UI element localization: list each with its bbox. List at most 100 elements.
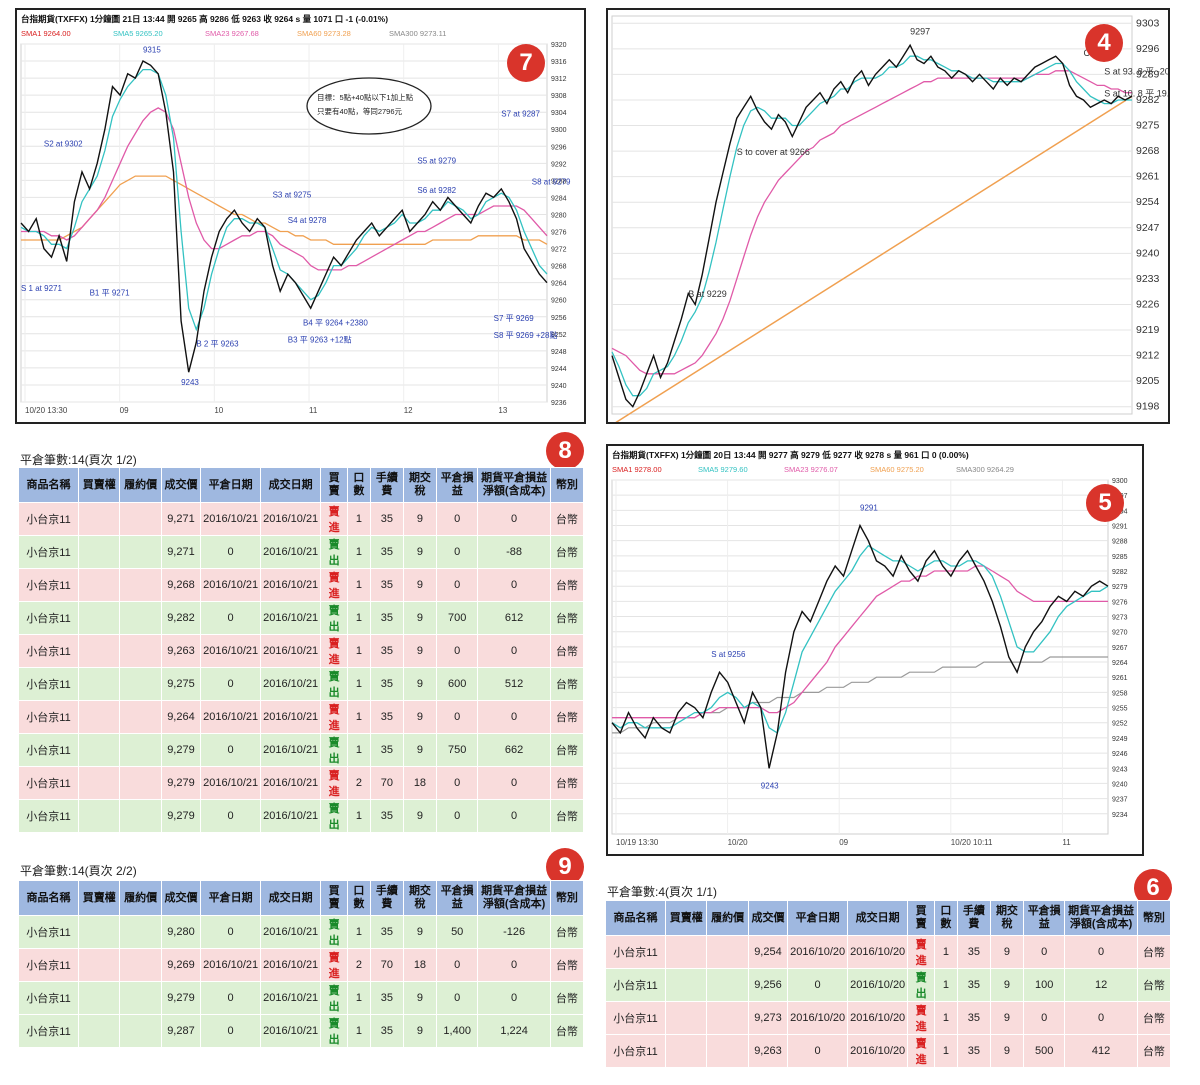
table-cell: 1 bbox=[347, 502, 371, 536]
table-cell: 662 bbox=[477, 733, 551, 767]
table-cell: 1 bbox=[934, 1001, 958, 1035]
table-cell bbox=[119, 568, 162, 602]
table-row: 小台京11 9,279 2016/10/21 2016/10/21 賣進 2 70 18 0 0 台… bbox=[17, 766, 585, 800]
table-cell: 9,263 bbox=[747, 1034, 789, 1068]
annotation-label: S to cover at 9266 bbox=[737, 147, 810, 157]
table-cell: 35 bbox=[369, 634, 404, 668]
column-header: 履約價 bbox=[119, 880, 162, 916]
table-row: 小台京11 9,287 0 2016/10/21 賣出 1 35 9 1,400 1,224 台幣 bbox=[17, 1014, 585, 1048]
table-cell: 750 bbox=[435, 733, 479, 767]
ma-legend-entry: SMA5 9279.60 bbox=[698, 465, 748, 474]
table-cell: 賣出 bbox=[320, 601, 349, 635]
column-header: 成交日期 bbox=[847, 900, 909, 936]
table-cell: 9 bbox=[402, 733, 438, 767]
ma-legend-entry: SMA5 9265.20 bbox=[113, 29, 163, 38]
y-tick-label: 9289 bbox=[1136, 68, 1160, 80]
table-cell: 台幣 bbox=[1136, 935, 1172, 969]
column-header: 成交日期 bbox=[260, 880, 322, 916]
table-cell bbox=[78, 601, 121, 635]
table-cell: 0 bbox=[435, 700, 479, 734]
table-cell: 35 bbox=[369, 502, 404, 536]
table-cell bbox=[78, 981, 121, 1015]
y-tick-label: 9234 bbox=[1112, 812, 1128, 819]
table-cell: 412 bbox=[1064, 1034, 1138, 1068]
y-tick-label: 9304 bbox=[551, 110, 567, 117]
table-cell: 2016/10/21 bbox=[260, 535, 322, 569]
table-cell: 台幣 bbox=[549, 766, 585, 800]
y-tick-label: 9240 bbox=[1112, 781, 1128, 788]
table-cell bbox=[119, 981, 162, 1015]
table-cell bbox=[78, 667, 121, 701]
y-tick-label: 9303 bbox=[1136, 17, 1160, 29]
table-cell: 0 bbox=[435, 981, 479, 1015]
table-cell: 賣出 bbox=[320, 733, 349, 767]
y-tick-label: 9308 bbox=[551, 93, 567, 100]
table-cell: 賣進 bbox=[907, 1034, 936, 1068]
y-tick-label: 9292 bbox=[551, 161, 567, 168]
ma-legend-entry: SMA60 9273.28 bbox=[297, 29, 351, 38]
table-row: 小台京11 9,264 2016/10/21 2016/10/21 賣進 1 35 9 0 0 台幣 bbox=[17, 700, 585, 734]
table-row: 小台京11 9,280 0 2016/10/21 賣出 1 35 9 50 -126 台幣 bbox=[17, 915, 585, 949]
table-cell: 2016/10/20 bbox=[847, 935, 909, 969]
table-cell: 0 bbox=[477, 502, 551, 536]
price-line bbox=[611, 523, 1109, 769]
table-cell: 台幣 bbox=[549, 948, 585, 982]
annotation-label: S at 9256 bbox=[711, 650, 746, 659]
table-cell: 2016/10/21 bbox=[260, 700, 322, 734]
column-header: 買賣權 bbox=[78, 880, 121, 916]
ma-fast-line bbox=[611, 544, 1109, 734]
table-cell: 賣進 bbox=[320, 700, 349, 734]
table-cell bbox=[78, 502, 121, 536]
y-tick-label: 9291 bbox=[1112, 524, 1128, 531]
column-header: 幣別 bbox=[1136, 900, 1172, 936]
table-cell: 35 bbox=[369, 700, 404, 734]
table-cell: 小台京11 bbox=[17, 535, 80, 569]
y-tick-label: 9256 bbox=[551, 315, 567, 322]
ma-mid-line bbox=[21, 107, 548, 271]
table-row: 小台京11 9,282 0 2016/10/21 賣出 1 35 9 700 612 台幣 bbox=[17, 601, 585, 635]
column-header: 口數 bbox=[934, 900, 958, 936]
table-row: 小台京11 9,279 0 2016/10/21 賣出 1 35 9 750 662 台幣 bbox=[17, 733, 585, 767]
table-cell: 35 bbox=[956, 1034, 991, 1068]
annotation-label: S2 at 9302 bbox=[44, 139, 83, 148]
table-cell: 0 bbox=[477, 981, 551, 1015]
y-tick-label: 9273 bbox=[1112, 615, 1128, 622]
chart-4-svg: 9303 9296 9289 9282 9275 9268 9261 9254 9247 9240… bbox=[611, 15, 1168, 422]
y-tick-label: 9244 bbox=[551, 366, 567, 373]
annotation-label: B1 平 9271 bbox=[90, 288, 131, 297]
table-cell bbox=[119, 915, 162, 949]
ma-legend-entry: SMA23 9267.68 bbox=[205, 29, 259, 38]
table-cell: 2016/10/21 bbox=[260, 799, 322, 833]
chart-panel-5: 台指期貨(TXFFX) 1分鐘圖 20日 13:44 開 9277 高 9279… bbox=[606, 444, 1144, 856]
table-cell: 1 bbox=[934, 935, 958, 969]
x-tick-label: 09 bbox=[839, 838, 848, 847]
table-cell: 9,279 bbox=[160, 981, 202, 1015]
ma-slow-line bbox=[21, 175, 548, 245]
column-header: 成交價 bbox=[747, 900, 789, 936]
y-tick-label: 9267 bbox=[1112, 645, 1128, 652]
table-cell: 小台京11 bbox=[17, 568, 80, 602]
price-line bbox=[20, 60, 548, 373]
table-cell: 小台京11 bbox=[17, 799, 80, 833]
chart-header: 台指期貨(TXFFX) 1分鐘圖 21日 13:44 開 9265 高 9286… bbox=[21, 14, 388, 24]
table-cell: 9,282 bbox=[160, 601, 202, 635]
table-cell bbox=[119, 700, 162, 734]
table-cell: 500 bbox=[1022, 1034, 1066, 1068]
ma-legend-entry: SMA300 9264.29 bbox=[956, 465, 1014, 474]
table-cell bbox=[119, 766, 162, 800]
table-cell bbox=[665, 1001, 708, 1035]
column-header: 期交稅 bbox=[402, 467, 438, 503]
table-cell: 賣出 bbox=[320, 799, 349, 833]
table-cell: 18 bbox=[402, 948, 438, 982]
trade-table-9: 商品名稱 買賣權 履約價 成交價 平倉日期 成交日期 買賣 口數 手續費 期交稅 平倉損益 期貨平倉損… bbox=[17, 880, 585, 1048]
column-header: 平倉損益 bbox=[435, 467, 479, 503]
table-cell: 台幣 bbox=[1136, 1001, 1172, 1035]
y-tick-label: 9288 bbox=[1112, 539, 1128, 546]
annotation-label: S8 at 9279 bbox=[532, 178, 571, 187]
column-header: 手續費 bbox=[369, 880, 404, 916]
table-cell: 小台京11 bbox=[17, 502, 80, 536]
badge-9: 9 bbox=[546, 848, 584, 886]
column-header: 期交稅 bbox=[402, 880, 438, 916]
table-cell: 9 bbox=[989, 935, 1025, 969]
table-cell: 0 bbox=[477, 568, 551, 602]
